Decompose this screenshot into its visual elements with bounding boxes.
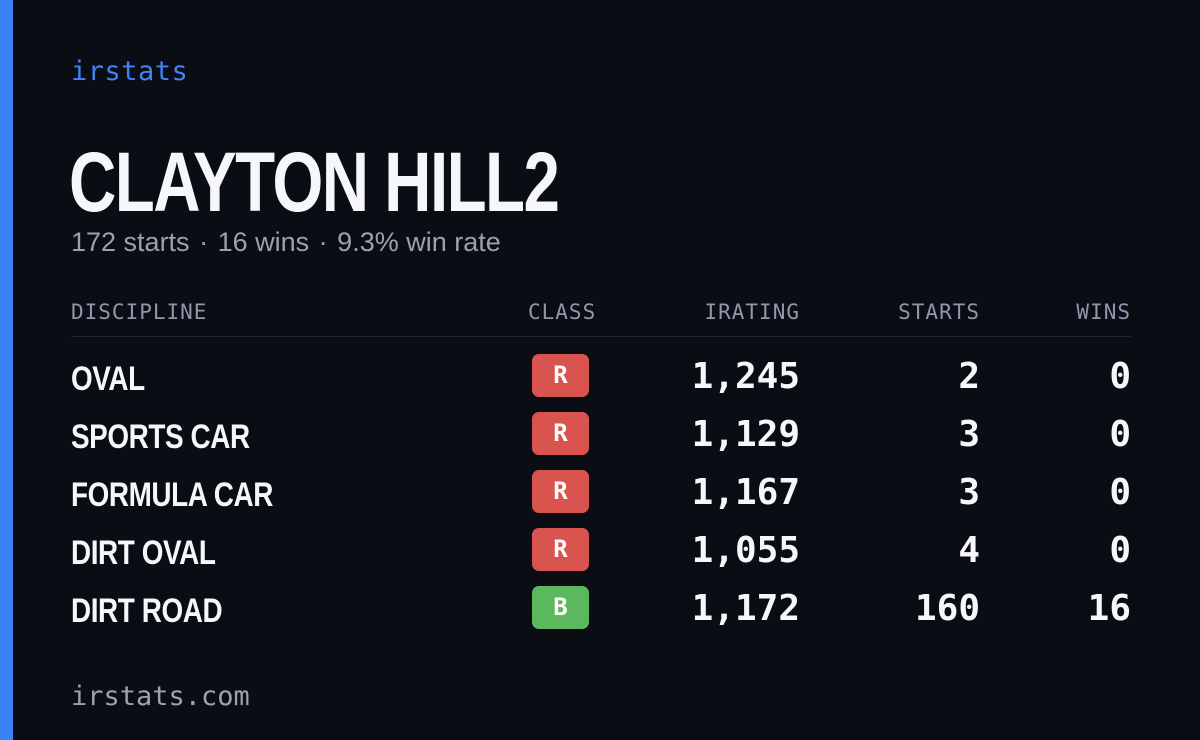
footer-url: irstats.com — [71, 681, 250, 712]
irating-value: 1,167 — [691, 472, 800, 513]
table-row: OVAL R 1,245 2 0 — [71, 354, 1131, 412]
header-discipline: DISCIPLINE — [71, 300, 208, 324]
starts-value: 4 — [958, 530, 980, 571]
irating-value: 1,245 — [691, 356, 800, 397]
starts-value: 3 — [958, 414, 980, 455]
wins-value: 0 — [1109, 356, 1131, 397]
wins-value: 0 — [1109, 414, 1131, 455]
discipline-name: DIRT OVAL — [71, 534, 216, 572]
discipline-name: DIRT ROAD — [71, 592, 223, 630]
header-wins: WINS — [1076, 300, 1131, 324]
table-row: FORMULA CAR R 1,167 3 0 — [71, 470, 1131, 528]
table-row: DIRT OVAL R 1,055 4 0 — [71, 528, 1131, 586]
summary-starts: 172 starts — [71, 227, 190, 257]
discipline-name: FORMULA CAR — [71, 476, 273, 514]
irating-value: 1,129 — [691, 414, 800, 455]
wins-value: 16 — [1087, 588, 1131, 629]
license-class-badge: R — [532, 354, 589, 397]
summary-win-rate: 9.3% win rate — [337, 227, 501, 257]
summary-wins: 16 wins — [217, 227, 310, 257]
header-irating: IRATING — [704, 300, 800, 324]
starts-value: 2 — [958, 356, 980, 397]
discipline-name: OVAL — [71, 360, 145, 398]
starts-value: 160 — [914, 588, 980, 629]
table-header: DISCIPLINE CLASS IRATING STARTS WINS — [71, 296, 1131, 337]
discipline-name: SPORTS CAR — [71, 418, 250, 456]
player-summary: 172 starts · 16 wins · 9.3% win rate — [71, 227, 501, 258]
discipline-table: DISCIPLINE CLASS IRATING STARTS WINS OVA… — [71, 296, 1131, 644]
license-class-badge: R — [532, 470, 589, 513]
wins-value: 0 — [1109, 472, 1131, 513]
summary-separator: · — [199, 227, 209, 257]
table-row: DIRT ROAD B 1,172 160 16 — [71, 586, 1131, 644]
accent-bar — [0, 0, 13, 740]
table-body: OVAL R 1,245 2 0 SPORTS CAR R 1,129 3 0 FORMULA CA… — [71, 337, 1131, 644]
summary-separator: · — [318, 227, 328, 257]
license-class-badge: R — [532, 412, 589, 455]
starts-value: 3 — [958, 472, 980, 513]
table-row: SPORTS CAR R 1,129 3 0 — [71, 412, 1131, 470]
license-class-badge: R — [532, 528, 589, 571]
irating-value: 1,172 — [691, 588, 800, 629]
irating-value: 1,055 — [691, 530, 800, 571]
wins-value: 0 — [1109, 530, 1131, 571]
header-class: CLASS — [528, 300, 597, 324]
brand-logo-text: irstats — [71, 56, 189, 87]
license-class-badge: B — [532, 586, 589, 629]
player-name: CLAYTON HILL2 — [69, 135, 560, 229]
header-starts: STARTS — [898, 300, 980, 324]
